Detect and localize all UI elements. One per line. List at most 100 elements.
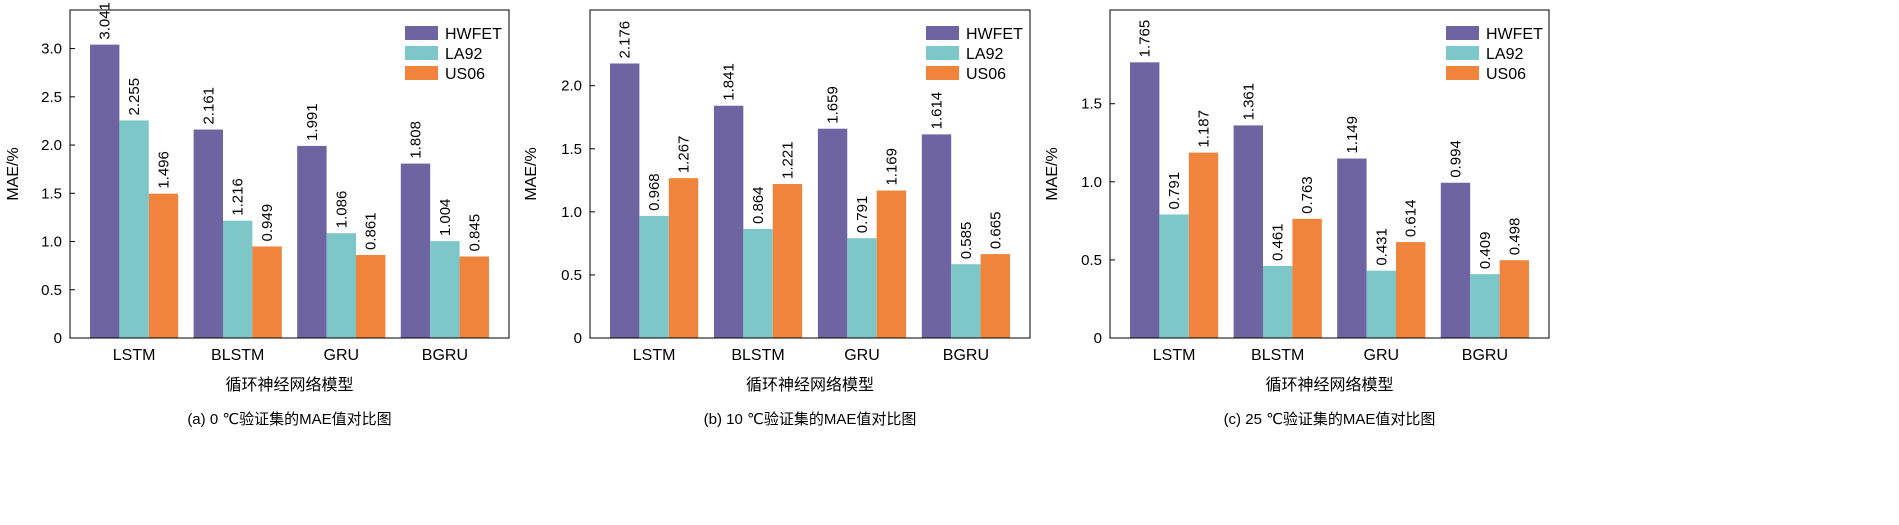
plot-frame	[69, 9, 510, 339]
data-label: 1.086	[333, 191, 350, 229]
y-tick-label: 1.0	[561, 204, 582, 221]
x-tick-label: BLSTM	[1251, 347, 1304, 364]
bar-us06-lstm	[668, 178, 699, 338]
y-tick-label: 0	[574, 330, 582, 347]
bar-us06-gru	[876, 190, 907, 338]
y-tick-label: 0	[1094, 330, 1102, 347]
data-label: 1.496	[156, 151, 173, 189]
legend-swatch-la92	[926, 46, 959, 60]
bar-hwfet-blstm	[1233, 125, 1263, 338]
data-label: 0.949	[259, 204, 276, 242]
bar-hwfet-bgru	[400, 163, 431, 338]
data-label: 1.169	[883, 148, 900, 186]
bar-la92-lstm	[119, 120, 149, 339]
bar-la92-blstm	[1263, 266, 1293, 338]
data-label: 3.041	[97, 2, 114, 40]
data-label: 0.498	[1506, 218, 1523, 256]
data-label: 1.361	[1240, 83, 1257, 121]
bar-la92-lstm	[639, 215, 669, 338]
bar-hwfet-gru	[1337, 158, 1367, 338]
y-tick-label: 2.5	[41, 89, 62, 106]
y-axis-label: MAE/%	[523, 147, 540, 200]
data-label: 1.841	[721, 63, 738, 101]
legend-swatch-us06	[1446, 66, 1479, 80]
y-axis-label: MAE/%	[1044, 147, 1061, 200]
x-tick-label: GRU	[324, 347, 360, 364]
legend-label: LA92	[445, 46, 482, 63]
bar-hwfet-blstm	[713, 105, 744, 338]
chart-panel-1: 2.176 0.968 1.267 LSTM 1.841 0.864 1.221 BLSTM 1…	[523, 9, 1031, 428]
data-label: 0.791	[1166, 172, 1183, 210]
bar-hwfet-lstm	[1130, 62, 1160, 338]
legend-swatch-us06	[405, 66, 438, 80]
data-label: 1.004	[437, 199, 454, 237]
bar-la92-bgru	[951, 264, 981, 338]
x-axis-label: 循环神经网络模型	[225, 375, 353, 394]
data-label: 0.665	[987, 212, 1004, 250]
bar-us06-bgru	[980, 254, 1010, 338]
bar-la92-bgru	[430, 241, 460, 338]
bar-hwfet-bgru	[1440, 182, 1471, 338]
data-label: 0.861	[363, 212, 380, 250]
data-label: 0.845	[466, 214, 483, 252]
figure-canvas: 3.0412.2551.496LSTM2.1611.2160.949BLSTM1…	[5, 2, 1550, 428]
y-tick-label: 1.5	[1081, 96, 1102, 113]
data-label: 0.864	[750, 186, 767, 224]
x-tick-label: BGRU	[1462, 347, 1508, 364]
legend-swatch-la92	[1446, 46, 1479, 60]
bar-la92-bgru	[1470, 274, 1500, 338]
bar-la92-blstm	[743, 229, 773, 338]
bar-us06-gru	[1396, 242, 1426, 338]
data-label: 1.267	[676, 136, 693, 174]
data-label: 1.221	[779, 141, 796, 179]
y-tick-label: 2.0	[561, 78, 582, 95]
x-axis-label: 循环神经网络模型	[746, 375, 874, 394]
data-label: 2.176	[617, 21, 634, 59]
x-tick-label: LSTM	[633, 347, 676, 364]
y-tick-label: 1.5	[41, 185, 62, 202]
y-tick-label: 0.5	[561, 267, 582, 284]
x-tick-label: GRU	[844, 347, 880, 364]
legend-swatch-us06	[926, 66, 959, 80]
x-tick-label: BGRU	[943, 347, 989, 364]
x-tick-label: GRU	[1364, 347, 1400, 364]
chart-panel-0: 3.041 2.255 1.496 LSTM 2.161 1.216 0.949 BLSTM 1…	[5, 2, 510, 428]
y-tick-label: 1.0	[1081, 174, 1102, 191]
bar-hwfet-gru	[297, 145, 327, 338]
legend-label: HWFET	[445, 26, 502, 43]
bar-hwfet-lstm	[90, 44, 120, 338]
legend-label: LA92	[1486, 46, 1523, 63]
legend-label: LA92	[966, 46, 1003, 63]
data-label: 2.161	[200, 87, 217, 125]
y-tick-label: 1.0	[41, 234, 62, 251]
bar-la92-gru	[1366, 270, 1396, 338]
plot-frame	[589, 9, 1031, 339]
bar-la92-gru	[326, 233, 356, 338]
x-tick-label: BGRU	[422, 347, 468, 364]
y-tick-label: 3.0	[41, 41, 62, 58]
legend-swatch-hwfet	[1446, 26, 1479, 40]
x-axis-label: 循环神经网络模型	[1265, 375, 1393, 394]
legend-label: US06	[1486, 66, 1526, 83]
data-label: 1.614	[929, 92, 946, 130]
legend-swatch-hwfet	[405, 26, 438, 40]
bar-us06-bgru	[1499, 260, 1529, 338]
bar-hwfet-gru	[817, 128, 848, 338]
y-tick-label: 0.5	[1081, 252, 1102, 269]
data-label: 0.585	[958, 222, 975, 260]
y-tick-label: 1.5	[561, 141, 582, 158]
data-label: 1.765	[1137, 20, 1154, 58]
legend-label: HWFET	[966, 26, 1023, 43]
data-label: 1.187	[1196, 110, 1213, 148]
y-tick-label: 2.0	[41, 137, 62, 154]
legend-label: US06	[966, 66, 1006, 83]
bar-hwfet-lstm	[610, 63, 640, 339]
data-label: 2.255	[126, 78, 143, 116]
bar-la92-gru	[847, 238, 877, 338]
data-label: 0.431	[1373, 228, 1390, 266]
legend-swatch-hwfet	[926, 26, 959, 40]
data-label: 0.409	[1477, 232, 1494, 270]
chart-panel-2: 1.765 0.791 1.187 LSTM 1.361 0.461 0.763 BLSTM 1…	[1044, 9, 1550, 428]
data-label: 0.994	[1448, 140, 1465, 178]
data-label: 0.763	[1299, 176, 1316, 214]
